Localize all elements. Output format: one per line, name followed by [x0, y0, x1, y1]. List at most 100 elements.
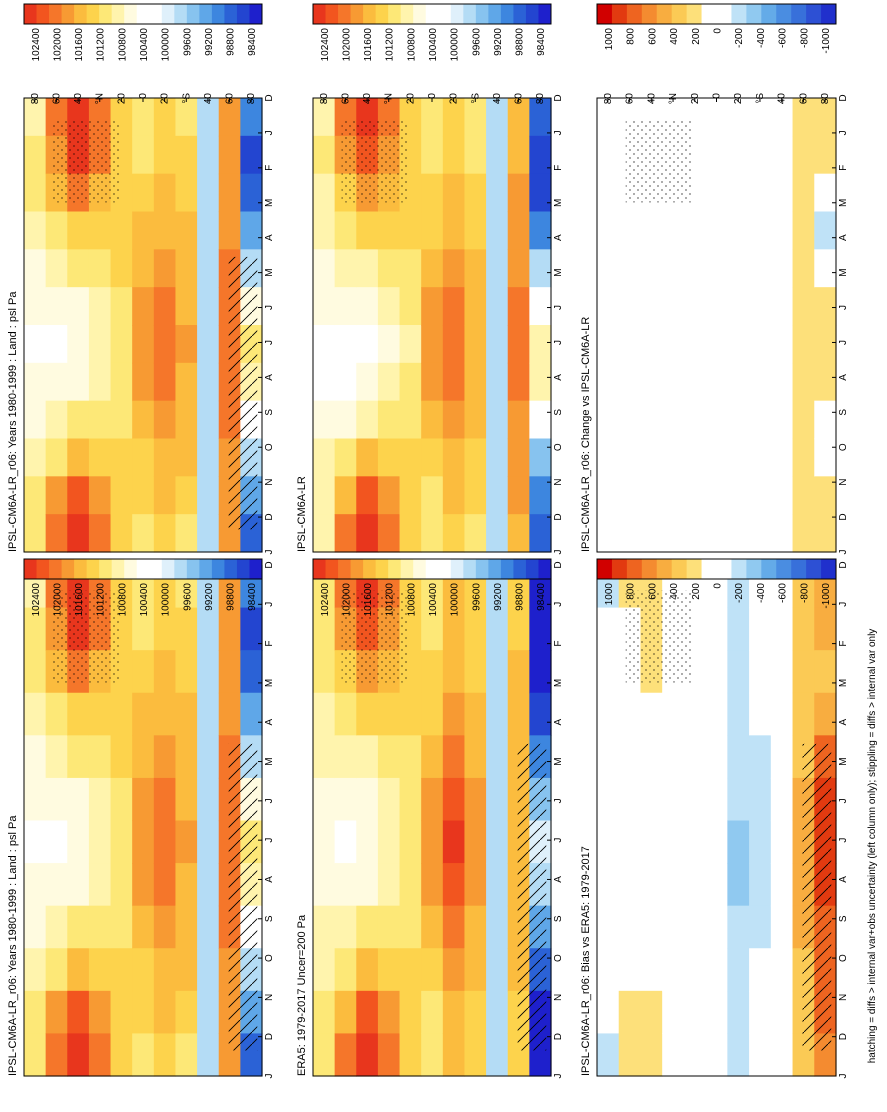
heatmap-cell — [770, 650, 794, 694]
heatmap-cell — [377, 325, 401, 364]
colorbar-label: 100400 — [139, 583, 150, 617]
heatmap-cell — [683, 211, 707, 250]
month-tick-label: J — [553, 838, 564, 843]
heatmap-cell — [197, 98, 220, 137]
heatmap-cell — [597, 607, 620, 651]
heatmap-cell — [749, 249, 772, 288]
heatmap-cell — [45, 476, 68, 515]
heatmap-cell — [175, 735, 198, 779]
heatmap-cell — [727, 650, 750, 694]
heatmap-cell — [640, 820, 663, 864]
heatmap-cell — [727, 777, 750, 822]
colorbar-swatch — [149, 559, 163, 579]
colorbar-frame — [312, 3, 552, 25]
heatmap-cell — [442, 211, 466, 250]
colorbar-label: -1000 — [821, 28, 832, 54]
heatmap-cell — [377, 1033, 401, 1077]
heatmap-cell — [175, 249, 198, 288]
heatmap-cell — [486, 362, 509, 402]
heatmap-cell — [507, 249, 530, 288]
heatmap-cell — [356, 905, 379, 949]
colorbar-swatch — [746, 4, 762, 24]
heatmap-cell — [814, 211, 837, 250]
heatmap-cell — [749, 863, 772, 907]
heatmap-cell — [24, 135, 47, 175]
panel-title: ERA5: 1979-2017 Uncer=200 Pa — [296, 914, 308, 1076]
hatch-region — [228, 743, 258, 1051]
colorbar-swatch — [36, 4, 50, 24]
heatmap-cell — [442, 1033, 466, 1077]
month-tick-label: J — [838, 798, 849, 803]
heatmap-cell — [110, 325, 133, 364]
colorbar-swatch — [136, 4, 150, 24]
heatmap-cell — [377, 905, 401, 949]
colorbar-swatch — [325, 4, 339, 24]
heatmap-cell — [618, 476, 642, 515]
colorbar-label: 100000 — [161, 583, 172, 617]
month-tick-label: S — [553, 409, 564, 416]
heatmap-cell — [507, 400, 530, 440]
heatmap-cell — [175, 650, 198, 694]
heatmap-cell — [597, 692, 620, 736]
heatmap-cell — [399, 863, 422, 907]
heatmap-cell — [45, 820, 68, 864]
heatmap-cell — [529, 325, 552, 364]
month-tick-label: J — [264, 1074, 275, 1079]
panel-title: IPSL-CM6A-LR_r06: Years 1980-1999 : Land… — [7, 291, 19, 552]
heatmap-cell — [507, 692, 530, 736]
heatmap-cell — [464, 362, 487, 402]
month-tick-label: N — [838, 994, 849, 1001]
heatmap-cell — [770, 863, 794, 907]
heatmap-cell — [132, 249, 155, 288]
heatmap-cell — [727, 905, 750, 949]
heatmap-cell — [727, 211, 750, 250]
colorbar-swatch — [791, 559, 807, 579]
month-tick-label: M — [838, 757, 849, 765]
heatmap-cell — [770, 211, 794, 250]
heatmap-cell — [197, 249, 220, 288]
heatmap-cell — [153, 362, 177, 402]
colorbar-label: 98800 — [515, 583, 526, 611]
heatmap-cell — [705, 438, 728, 477]
heatmap-cell — [597, 287, 620, 326]
panel-title: IPSL-CM6A-LR_r06: Bias vs ERA5: 1979-201… — [580, 846, 592, 1076]
heatmap-cell — [313, 735, 336, 779]
heatmap-cell — [705, 692, 728, 736]
colorbar-label: 100800 — [406, 583, 417, 617]
heatmap-cell — [45, 990, 68, 1035]
heatmap-cell — [683, 249, 707, 288]
heatmap-cell — [24, 514, 47, 553]
heatmap-cell — [770, 325, 794, 364]
colorbar-label: 400 — [669, 28, 680, 45]
colorbar-swatch — [626, 4, 643, 24]
heatmap-cell — [132, 325, 155, 364]
heatmap-cell — [727, 362, 750, 402]
colorbar-swatch — [211, 4, 225, 24]
heatmap-cell — [399, 362, 422, 402]
colorbar-swatch — [463, 4, 477, 24]
heatmap-cell — [313, 863, 336, 907]
heatmap-cell — [770, 820, 794, 864]
heatmap-cell — [399, 735, 422, 779]
heatmap-cell — [442, 287, 466, 326]
heatmap-cell — [377, 438, 401, 477]
heatmap-cell — [770, 905, 794, 949]
month-tick-label: D — [553, 1033, 564, 1040]
heatmap-cell — [442, 476, 466, 515]
month-tick-label: J — [553, 340, 564, 345]
heatmap-cell — [727, 990, 750, 1035]
heatmap-cell — [313, 211, 336, 250]
heatmap-cell — [727, 173, 750, 213]
colorbar-label: 100800 — [406, 28, 417, 62]
colorbar-label: 99600 — [182, 28, 193, 56]
colorbar-swatch — [475, 4, 489, 24]
heatmap-cell — [110, 211, 133, 250]
heatmap-cell — [110, 1033, 133, 1077]
heatmap-cell — [399, 514, 422, 553]
heatmap-cell — [442, 438, 466, 477]
month-tick-label: D — [264, 561, 275, 568]
heatmap-cell — [132, 692, 155, 736]
colorbar-label: 101200 — [385, 28, 396, 62]
heatmap-cell — [683, 1033, 707, 1077]
heatmap-cell — [749, 98, 772, 137]
